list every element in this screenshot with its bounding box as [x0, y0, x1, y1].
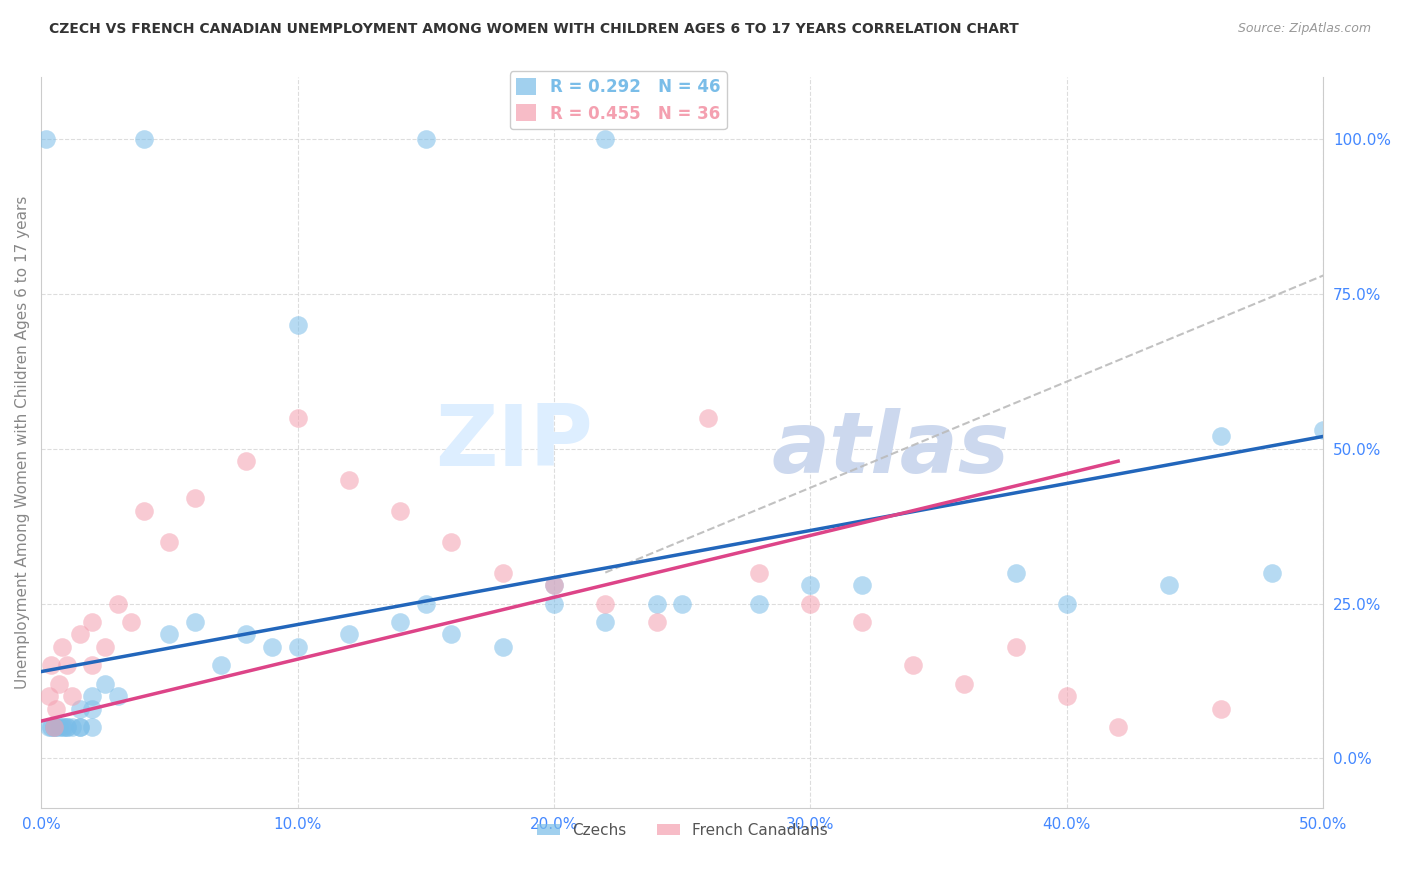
Point: [389, 615, 412, 629]
Point: [543, 578, 565, 592]
Text: atlas: atlas: [772, 409, 1010, 491]
Point: [48, 677, 70, 691]
Point: [389, 504, 412, 518]
Point: [1107, 720, 1129, 734]
Point: [45, 702, 67, 716]
Point: [184, 615, 207, 629]
Point: [107, 690, 129, 704]
Point: [157, 627, 180, 641]
Point: [440, 534, 463, 549]
Point: [69, 720, 91, 734]
Point: [593, 615, 616, 629]
Point: [260, 640, 283, 654]
Point: [94, 677, 117, 691]
Text: CZECH VS FRENCH CANADIAN UNEMPLOYMENT AMONG WOMEN WITH CHILDREN AGES 6 TO 17 YEA: CZECH VS FRENCH CANADIAN UNEMPLOYMENT AM…: [49, 22, 1019, 37]
Point: [94, 640, 117, 654]
Point: [645, 615, 668, 629]
Point: [60, 720, 83, 734]
Point: [748, 597, 770, 611]
Point: [901, 658, 924, 673]
Point: [1312, 423, 1334, 437]
Point: [157, 534, 180, 549]
Legend: Czechs, French Canadians: Czechs, French Canadians: [530, 817, 834, 844]
Point: [51, 720, 73, 734]
Point: [82, 658, 104, 673]
Point: [415, 132, 437, 146]
Point: [748, 566, 770, 580]
Point: [82, 702, 104, 716]
Point: [851, 615, 873, 629]
Point: [235, 627, 257, 641]
Y-axis label: Unemployment Among Women with Children Ages 6 to 17 years: Unemployment Among Women with Children A…: [15, 196, 30, 690]
Point: [492, 640, 515, 654]
Point: [593, 597, 616, 611]
Point: [132, 132, 155, 146]
Point: [1209, 702, 1232, 716]
Point: [55, 720, 77, 734]
Point: [235, 454, 257, 468]
Point: [1159, 578, 1181, 592]
Point: [1056, 690, 1078, 704]
Point: [287, 318, 309, 332]
Point: [1261, 566, 1284, 580]
Point: [120, 615, 142, 629]
Point: [107, 597, 129, 611]
Point: [38, 720, 60, 734]
Point: [45, 720, 67, 734]
Point: [42, 720, 65, 734]
Point: [415, 597, 437, 611]
Point: [51, 640, 73, 654]
Point: [953, 677, 976, 691]
Point: [287, 410, 309, 425]
Point: [184, 491, 207, 506]
Point: [48, 720, 70, 734]
Point: [132, 504, 155, 518]
Point: [851, 578, 873, 592]
Point: [209, 658, 232, 673]
Point: [337, 473, 360, 487]
Point: [543, 597, 565, 611]
Point: [593, 132, 616, 146]
Point: [41, 720, 63, 734]
Point: [42, 720, 65, 734]
Point: [60, 690, 83, 704]
Point: [69, 627, 91, 641]
Point: [799, 578, 821, 592]
Point: [53, 720, 76, 734]
Point: [55, 658, 77, 673]
Point: [42, 720, 65, 734]
Point: [696, 410, 718, 425]
Point: [82, 690, 104, 704]
Point: [1004, 640, 1026, 654]
Point: [69, 720, 91, 734]
Point: [38, 690, 60, 704]
Point: [35, 132, 58, 146]
Point: [799, 597, 821, 611]
Text: ZIP: ZIP: [434, 401, 592, 484]
Point: [82, 720, 104, 734]
Point: [671, 597, 693, 611]
Point: [55, 720, 77, 734]
Point: [337, 627, 360, 641]
Point: [69, 702, 91, 716]
Point: [645, 597, 668, 611]
Point: [1056, 597, 1078, 611]
Text: Source: ZipAtlas.com: Source: ZipAtlas.com: [1237, 22, 1371, 36]
Point: [543, 578, 565, 592]
Point: [1004, 566, 1026, 580]
Point: [287, 640, 309, 654]
Point: [82, 615, 104, 629]
Point: [41, 658, 63, 673]
Point: [1209, 429, 1232, 443]
Point: [440, 627, 463, 641]
Point: [492, 566, 515, 580]
